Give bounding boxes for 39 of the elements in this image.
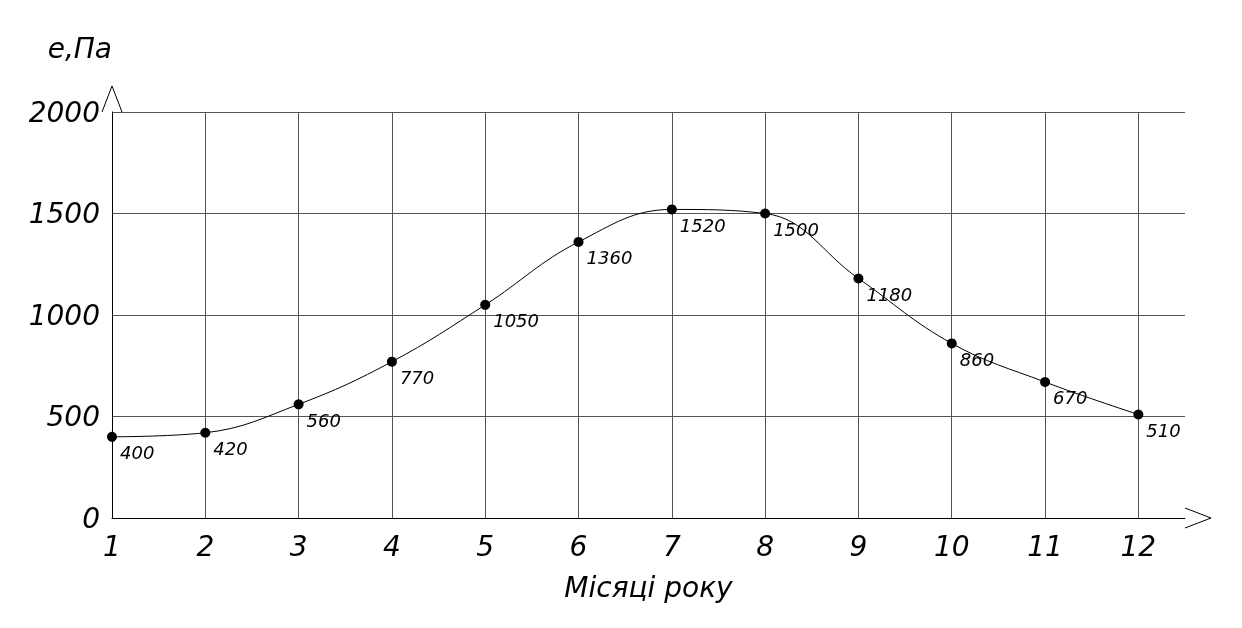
x-tick-label: 12 [1120,529,1157,563]
y-tick-label: 1500 [28,197,100,230]
x-tick-label: 10 [933,529,970,563]
point [107,431,117,442]
y-tick-label: 500 [46,400,100,433]
point [573,236,584,247]
data-label: 420 [213,438,248,460]
y-tick-label: 0 [82,501,100,535]
x-tick-label: 3 [289,529,308,563]
data-label: 670 [1053,387,1088,409]
point [760,208,771,219]
x-tick-label: 9 [849,529,868,563]
point [200,427,211,438]
x-tick-label: 4 [383,529,401,563]
x-tick-label: 6 [569,529,588,563]
point [853,273,864,284]
x-tick-label: 11 [1027,529,1063,563]
data-label: 770 [399,367,435,389]
data-label: 1360 [586,247,633,269]
x-tick-label: 7 [662,529,681,563]
point [480,299,491,310]
point [946,338,957,349]
data-label: 510 [1146,419,1181,441]
x-tick-label: 1 [103,529,121,563]
point [386,356,397,367]
y-tick-label: 1000 [28,298,100,332]
point [1040,376,1051,387]
point [666,204,677,215]
y-axis-title: e,Па [47,31,112,65]
y-tick-label: 2000 [28,95,100,129]
data-label: 1050 [493,310,540,332]
x-tick-label: 2 [196,529,215,563]
x-tick-label: 5 [476,529,495,563]
point [1133,409,1144,420]
data-label: 1520 [679,214,726,236]
point [293,399,304,410]
x-axis-title: Місяці року [564,570,734,604]
data-label: 400 [120,442,155,464]
x-tick-label: 8 [756,529,775,563]
